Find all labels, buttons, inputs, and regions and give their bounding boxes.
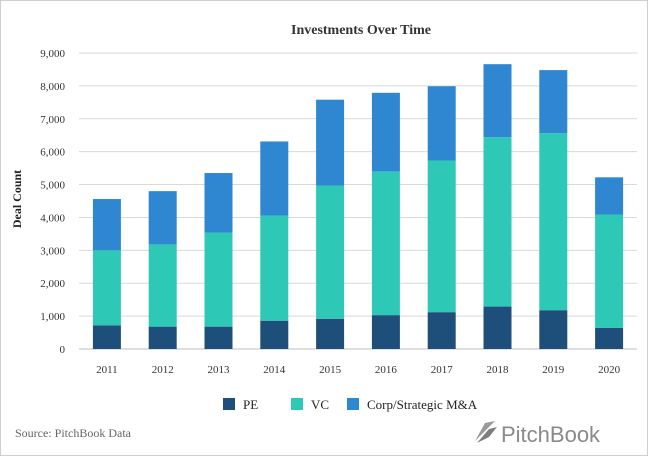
x-tick-label: 2013 bbox=[208, 364, 231, 376]
bar-pe-2011 bbox=[92, 325, 121, 349]
bar-vc-2013 bbox=[204, 232, 233, 327]
bar-vc-2017 bbox=[427, 160, 456, 313]
y-tick-label: 1,000 bbox=[40, 311, 65, 323]
bar-vc-2015 bbox=[316, 185, 345, 319]
y-tick-label: 7,000 bbox=[40, 114, 65, 126]
bar-pe-2017 bbox=[427, 312, 456, 349]
bar-vc-2011 bbox=[92, 250, 121, 326]
x-tick-label: 2019 bbox=[542, 364, 565, 376]
x-tick-label: 2018 bbox=[487, 364, 510, 376]
y-tick-label: 5,000 bbox=[40, 180, 65, 192]
x-tick-label: 2015 bbox=[319, 364, 342, 376]
x-tick-label: 2020 bbox=[598, 364, 621, 376]
bar-vc-2016 bbox=[371, 171, 400, 316]
x-tick-label: 2014 bbox=[263, 364, 286, 376]
legend-label: PE bbox=[243, 397, 258, 412]
bar-pe-2013 bbox=[204, 326, 233, 349]
source-note: Source: PitchBook Data bbox=[15, 426, 132, 440]
legend: PE VC Corp/Strategic M&A bbox=[223, 397, 478, 412]
bar-pe-2014 bbox=[260, 320, 289, 349]
bar-corp-strategic-m-a-2019 bbox=[539, 70, 568, 134]
x-tick-labels: 2011 2012 2013 2014 2015 2016 2017 2018 2019 2020 bbox=[96, 364, 620, 376]
y-tick-label: 6,000 bbox=[40, 147, 65, 159]
bar-vc-2020 bbox=[595, 214, 624, 328]
y-tick-label: 4,000 bbox=[40, 212, 65, 224]
legend-label: VC bbox=[311, 397, 329, 412]
bar-pe-2020 bbox=[595, 327, 624, 349]
bar-pe-2012 bbox=[148, 326, 177, 349]
y-axis-label: Deal Count bbox=[10, 170, 24, 228]
pitchbook-logo: PitchBook bbox=[475, 421, 601, 447]
bar-corp-strategic-m-a-2013 bbox=[204, 173, 233, 233]
pitchbook-leaf-icon bbox=[475, 421, 497, 443]
bar-pe-2015 bbox=[316, 318, 345, 349]
legend-swatch bbox=[223, 398, 235, 410]
bar-vc-2012 bbox=[148, 244, 177, 327]
bar-corp-strategic-m-a-2017 bbox=[427, 86, 456, 161]
x-tick-label: 2011 bbox=[96, 364, 118, 376]
legend-item: VC bbox=[291, 397, 329, 412]
legend-item: Corp/Strategic M&A bbox=[347, 397, 478, 412]
legend-label: Corp/Strategic M&A bbox=[367, 397, 478, 412]
y-tick-label: 3,000 bbox=[40, 245, 65, 257]
bar-corp-strategic-m-a-2014 bbox=[260, 141, 289, 216]
legend-swatch bbox=[291, 398, 303, 410]
bar-vc-2014 bbox=[260, 215, 289, 321]
bar-vc-2018 bbox=[483, 137, 512, 307]
bar-pe-2018 bbox=[483, 306, 512, 349]
y-tick-label: 9,000 bbox=[40, 48, 65, 60]
x-tick-label: 2017 bbox=[431, 364, 454, 376]
y-tick-label: 0 bbox=[60, 344, 66, 356]
bar-corp-strategic-m-a-2011 bbox=[92, 199, 121, 251]
bar-corp-strategic-m-a-2018 bbox=[483, 64, 512, 138]
legend-item: PE bbox=[223, 397, 258, 412]
legend-swatch bbox=[347, 398, 359, 410]
y-tick-labels: 0 1,000 2,000 3,000 4,000 5,000 6,000 7,000 8,00… bbox=[40, 48, 65, 356]
bar-corp-strategic-m-a-2020 bbox=[595, 177, 624, 215]
x-tick-label: 2012 bbox=[152, 364, 174, 376]
bar-corp-strategic-m-a-2016 bbox=[371, 92, 400, 172]
chart-title: Investments Over Time bbox=[291, 23, 431, 38]
bars bbox=[92, 64, 624, 349]
y-tick-label: 2,000 bbox=[40, 278, 65, 290]
bar-pe-2016 bbox=[371, 315, 400, 349]
x-tick-label: 2016 bbox=[375, 364, 398, 376]
bar-pe-2019 bbox=[539, 310, 568, 349]
bar-corp-strategic-m-a-2015 bbox=[316, 99, 345, 186]
bar-corp-strategic-m-a-2012 bbox=[148, 191, 177, 245]
brand-name: PitchBook bbox=[501, 422, 601, 447]
bar-vc-2019 bbox=[539, 133, 568, 311]
y-tick-label: 8,000 bbox=[40, 81, 65, 93]
